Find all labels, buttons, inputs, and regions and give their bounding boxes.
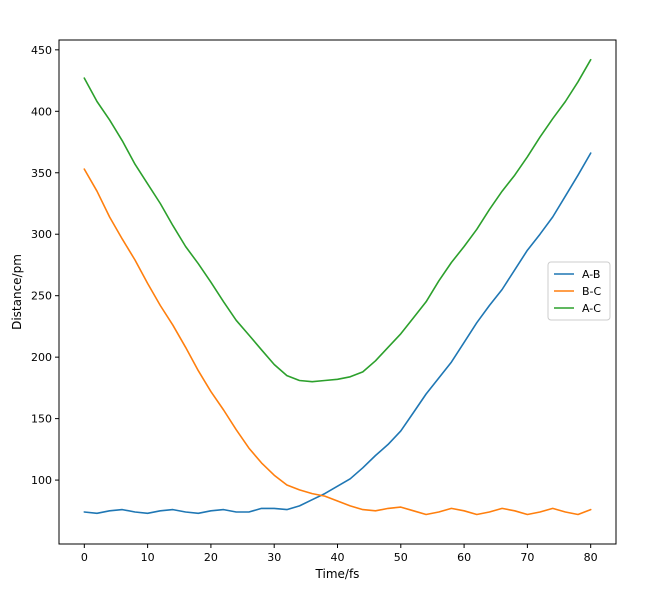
x-axis-ticks: 0 10 20 30 40 50 60 70 80 (81, 544, 598, 564)
legend-label-0: A-B (582, 268, 600, 281)
x-tick-label: 50 (394, 551, 408, 564)
x-tick-label: 60 (457, 551, 471, 564)
legend-label-2: A-C (582, 302, 601, 315)
x-tick-label: 0 (81, 551, 88, 564)
series-line-1 (83, 168, 592, 516)
legend-label-1: B-C (582, 285, 602, 298)
y-tick-label: 400 (31, 105, 52, 118)
series-line-0 (83, 152, 592, 515)
y-tick-label: 450 (31, 44, 52, 57)
x-tick-label: 80 (584, 551, 598, 564)
y-tick-label: 300 (31, 228, 52, 241)
x-tick-label: 10 (141, 551, 155, 564)
x-tick-label: 20 (204, 551, 218, 564)
series-line-2 (83, 58, 592, 383)
plot-area (59, 40, 616, 544)
x-tick-label: 30 (267, 551, 281, 564)
series-layer (83, 58, 592, 516)
x-tick-label: 40 (331, 551, 345, 564)
y-tick-label: 100 (31, 474, 52, 487)
legend: A-B B-C A-C (547, 261, 611, 321)
y-tick-label: 250 (31, 290, 52, 303)
x-axis-label: Time/fs (315, 567, 360, 581)
x-tick-label: 70 (520, 551, 534, 564)
y-axis-label: Distance/pm (10, 254, 24, 330)
y-tick-label: 350 (31, 167, 52, 180)
y-tick-label: 200 (31, 351, 52, 364)
y-tick-label: 150 (31, 413, 52, 426)
legend-box (547, 261, 611, 321)
y-axis-ticks: 100 150 200 250 300 350 400 450 (31, 44, 59, 487)
